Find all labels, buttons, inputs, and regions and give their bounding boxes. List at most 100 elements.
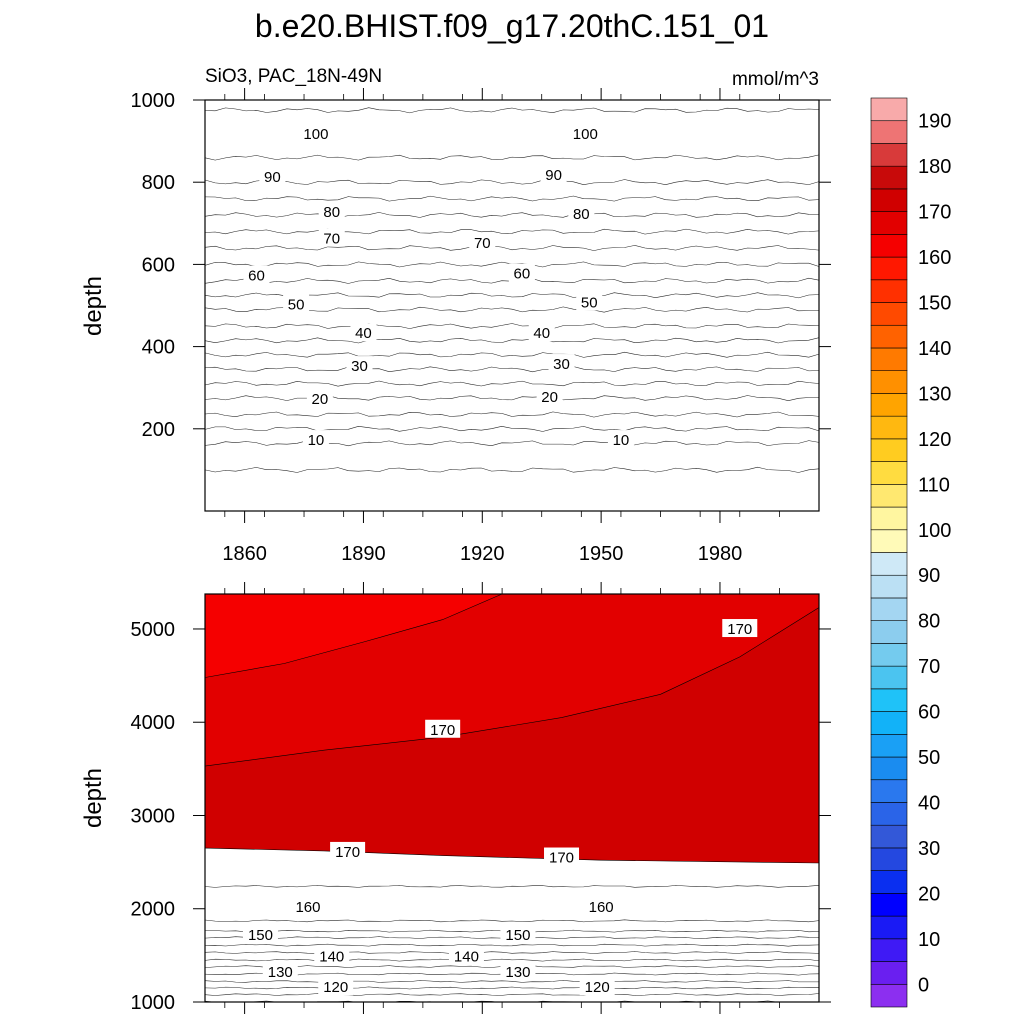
contour-label-box <box>469 232 496 251</box>
lower-y-tick-label: 4000 <box>131 712 176 734</box>
colorbar-swatch <box>870 733 908 758</box>
contour-label-text: 40 <box>533 325 550 342</box>
upper-contour-line <box>205 228 819 235</box>
upper-contour-label: 100 <box>298 123 334 143</box>
lower-y-tick-label: 2000 <box>131 899 176 921</box>
contour-label-box <box>259 167 286 186</box>
lower-y-axis-label: depth <box>80 768 107 828</box>
colorbar-swatch <box>870 324 908 349</box>
colorbar-swatch <box>870 484 908 508</box>
colorbar-swatch <box>870 779 908 803</box>
chart-title: b.e20.BHIST.f09_g17.20thC.151_01 <box>255 8 769 44</box>
colorbar-swatch <box>870 620 908 644</box>
colorbar-swatch <box>870 393 908 417</box>
colorbar-swatch <box>870 983 908 1008</box>
upper-contour-line <box>205 195 819 202</box>
contour-label-text: 60 <box>514 266 531 283</box>
upper-y-tick-label: 400 <box>142 337 175 359</box>
contour-label-text: 90 <box>264 169 281 186</box>
colorbar-swatch <box>870 824 908 849</box>
contour-label-text: 10 <box>308 432 325 449</box>
contour-label-box <box>318 201 345 220</box>
upper-contour-line <box>205 179 819 185</box>
lower-contour-line <box>205 993 819 996</box>
contour-label-box <box>568 204 595 223</box>
colorbar-swatch <box>870 915 908 940</box>
colorbar: 0 10 20 30 40 50 60 70 80 90 100 110 120 130 140 150 160… <box>870 97 951 1008</box>
lower-contour-line <box>205 594 503 678</box>
colorbar-swatch <box>870 438 908 462</box>
colorbar-swatch <box>870 279 908 303</box>
contour-label-text: 10 <box>613 432 630 449</box>
contour-label-box <box>722 619 758 638</box>
lower-contour-line <box>205 951 819 954</box>
upper-x-tick-label: 1980 <box>698 543 743 565</box>
lower-contour-label: 150 <box>500 924 536 944</box>
colorbar-tick-label: 170 <box>918 202 951 224</box>
upper-x-tick-label: 1950 <box>579 543 624 565</box>
colorbar-swatch <box>870 643 908 667</box>
contour-label-text: 160 <box>295 899 320 916</box>
contour-label-box <box>500 924 536 943</box>
colorbar-tick-label: 140 <box>918 338 951 360</box>
colorbar-tick-label: 160 <box>918 247 951 269</box>
upper-contour-line <box>205 426 819 432</box>
contour-label-text: 20 <box>312 391 329 408</box>
colorbar-swatch <box>870 415 908 440</box>
lower-contour-label: 140 <box>448 946 484 965</box>
lower-contour-line <box>205 919 819 923</box>
upper-contour-label: 50 <box>283 294 310 313</box>
colorbar-tick-label: 110 <box>918 474 950 496</box>
upper-contour-line <box>205 440 819 447</box>
contour-label-text: 130 <box>268 964 293 981</box>
contour-label-box <box>528 323 555 342</box>
contour-label-box <box>583 896 619 915</box>
colorbar-tick-label: 60 <box>918 702 940 724</box>
contour-label-text: 170 <box>430 722 455 739</box>
colorbar-swatch <box>870 552 908 576</box>
upper-y-axis-label: depth <box>80 276 107 336</box>
upper-y-tick-label: 1000 <box>131 90 176 112</box>
contour-label-box <box>306 388 333 407</box>
upper-contour-line <box>205 380 819 387</box>
lower-contour-label: 160 <box>583 896 619 916</box>
upper-contour-line <box>205 154 819 161</box>
colorbar-swatch <box>870 802 908 826</box>
units-label: mmol/m^3 <box>732 69 819 90</box>
contour-label-box <box>448 946 484 965</box>
contour-label-text: 50 <box>581 294 598 311</box>
contour-label-text: 150 <box>248 927 273 944</box>
lower-contour-label: 150 <box>242 924 278 944</box>
colorbar-swatch <box>870 461 908 485</box>
contour-label-box <box>318 977 354 996</box>
colorbar-swatch <box>870 711 908 735</box>
contour-label-box <box>242 924 278 943</box>
contour-label-box <box>540 164 567 183</box>
lower-contour-line <box>205 847 819 864</box>
contour-label-text: 130 <box>505 964 530 981</box>
lower-contour-line <box>205 607 819 767</box>
upper-x-tick-label: 1890 <box>341 543 386 565</box>
contour-label-box <box>508 263 535 282</box>
contour-label-text: 20 <box>541 389 558 406</box>
contour-label-text: 60 <box>248 268 265 285</box>
upper-contour-label: 70 <box>318 228 345 248</box>
colorbar-swatch <box>870 506 908 531</box>
upper-contour-line <box>205 107 819 114</box>
upper-contour-label: 90 <box>259 167 286 186</box>
contour-label-box <box>330 841 366 860</box>
colorbar-swatch <box>870 143 908 167</box>
lower-contour-label: 130 <box>262 962 298 981</box>
upper-contour-label: 90 <box>540 164 567 184</box>
upper-contour-lines <box>205 107 819 473</box>
lower-contour-line <box>205 943 819 947</box>
upper-contour-label: 70 <box>469 232 496 252</box>
colorbar-swatch <box>870 665 908 690</box>
upper-plot-frame <box>204 99 820 512</box>
colorbar-swatch <box>870 756 908 781</box>
colorbar-tick-label: 20 <box>918 883 940 905</box>
contour-label-box <box>350 323 377 342</box>
upper-contour-label: 40 <box>528 323 555 342</box>
contour-label-text: 170 <box>549 850 574 867</box>
